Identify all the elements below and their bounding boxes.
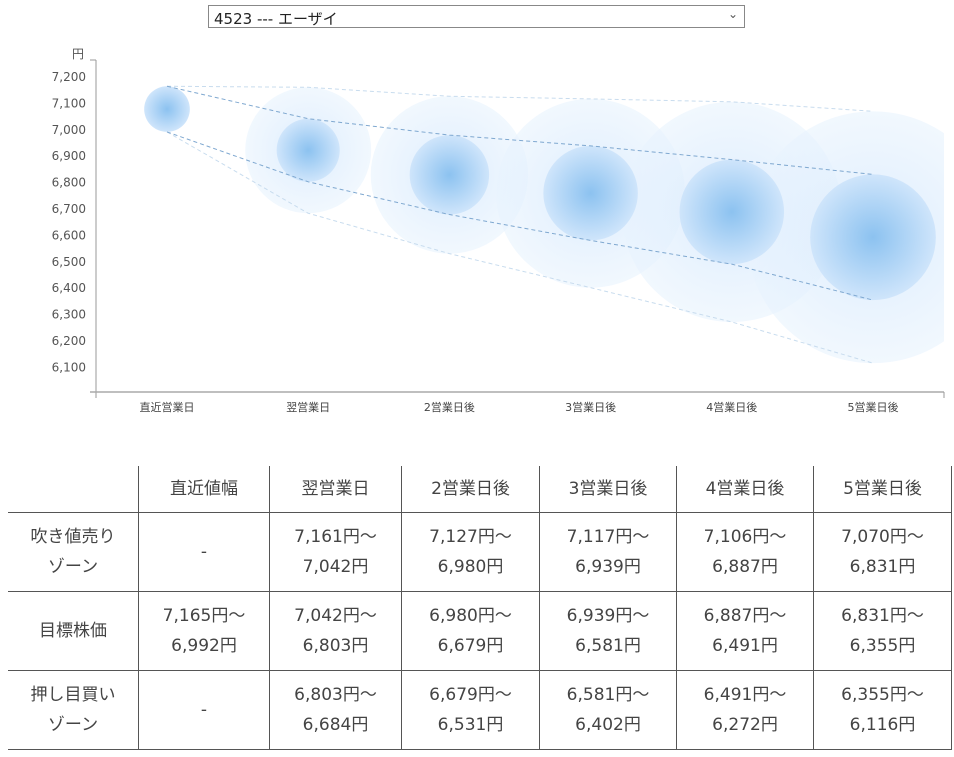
stock-select-value: 4523 --- エーザイ [214,10,338,28]
table-cell: 7,127円～ 6,980円 [401,512,540,592]
table-cell: 6,679円～ 6,531円 [401,670,540,750]
target-bubble [810,174,936,301]
x-tick-label: 翌営業日 [286,400,330,414]
x-tick-label: 5営業日後 [848,400,899,414]
table-cell: 7,070円～ 6,831円 [813,512,952,592]
forecast-table: 直近値幅 翌営業日 2営業日後 3営業日後 4営業日後 5営業日後 吹き値売り ゾーン -7,1… [8,466,952,750]
table-cell: - [138,512,270,592]
target-bubble [409,135,490,215]
table-cell: 6,980円～ 6,679円 [401,591,540,671]
y-tick-label: 6,200 [52,334,86,348]
table-cell: 6,355円～ 6,116円 [813,670,952,750]
target-lower-line [166,131,874,301]
x-tick-label: 直近営業日 [140,400,195,414]
column-header: 4営業日後 [676,466,814,513]
y-tick-label: 6,400 [52,281,86,295]
y-tick-label: 6,800 [52,176,86,190]
table-cell: 6,939円～ 6,581円 [539,591,677,671]
x-tick-label: 3営業日後 [565,400,616,414]
y-tick-label: 7,000 [52,123,86,137]
chevron-down-icon: ⌄ [727,7,738,21]
sell-zone-line [166,85,874,112]
y-tick-label: 6,500 [52,255,86,269]
y-axis-label: 円 [72,47,84,61]
target-bubble [543,145,638,241]
row-label: 吹き値売り ゾーン [8,512,139,592]
table-cell: 7,106円～ 6,887円 [676,512,814,592]
column-header [8,466,139,513]
table-cell: - [138,670,270,750]
target-bubble [144,86,190,132]
column-header: 2営業日後 [401,466,540,513]
y-tick-label: 6,100 [52,360,86,374]
target-bubble [276,118,340,182]
table-cell: 6,581円～ 6,402円 [539,670,677,750]
target-bubble [679,159,785,265]
table-cell: 6,887円～ 6,491円 [676,591,814,671]
buy-zone-line [166,131,874,364]
table-row: 目標株価 7,165円～ 6,992円 7,042円～ 6,803円 6,980円～ 6,6… [8,591,952,671]
column-header: 翌営業日 [269,466,402,513]
table-cell: 7,042円～ 6,803円 [269,591,402,671]
row-label: 目標株価 [8,591,139,671]
table-row: 吹き値売り ゾーン -7,161円～ 7,042円 7,127円～ 6,980円 7,117… [8,512,952,592]
x-tick-label: 2営業日後 [424,400,475,414]
target-upper-line [166,85,874,175]
y-tick-label: 6,600 [52,228,86,242]
y-tick-label: 6,700 [52,202,86,216]
y-tick-label: 7,100 [52,96,86,110]
y-tick-label: 6,300 [52,308,86,322]
column-header: 5営業日後 [813,466,952,513]
price-forecast-chart: 円 7,200 7,100 7,000 6,900 6,800 6,700 6,600 6,50… [52,47,945,414]
table-cell: 7,161円～ 7,042円 [269,512,402,592]
table-cell: 7,117円～ 6,939円 [539,512,677,592]
column-header: 3営業日後 [539,466,677,513]
y-tick-label: 7,200 [52,70,86,84]
table-cell: 6,491円～ 6,272円 [676,670,814,750]
table-cell: 7,165円～ 6,992円 [138,591,270,671]
table-header-row: 直近値幅 翌営業日 2営業日後 3営業日後 4営業日後 5営業日後 [8,466,952,513]
table-cell: 6,831円～ 6,355円 [813,591,952,671]
column-header: 直近値幅 [138,466,270,513]
y-tick-label: 6,900 [52,149,86,163]
row-label: 押し目買い ゾーン [8,670,139,750]
stock-select[interactable]: 4523 --- エーザイ ⌄ [208,5,745,28]
x-tick-label: 4営業日後 [706,400,757,414]
table-cell: 6,803円～ 6,684円 [269,670,402,750]
table-row: 押し目買い ゾーン -6,803円～ 6,684円 6,679円～ 6,531円 6,581… [8,670,952,750]
